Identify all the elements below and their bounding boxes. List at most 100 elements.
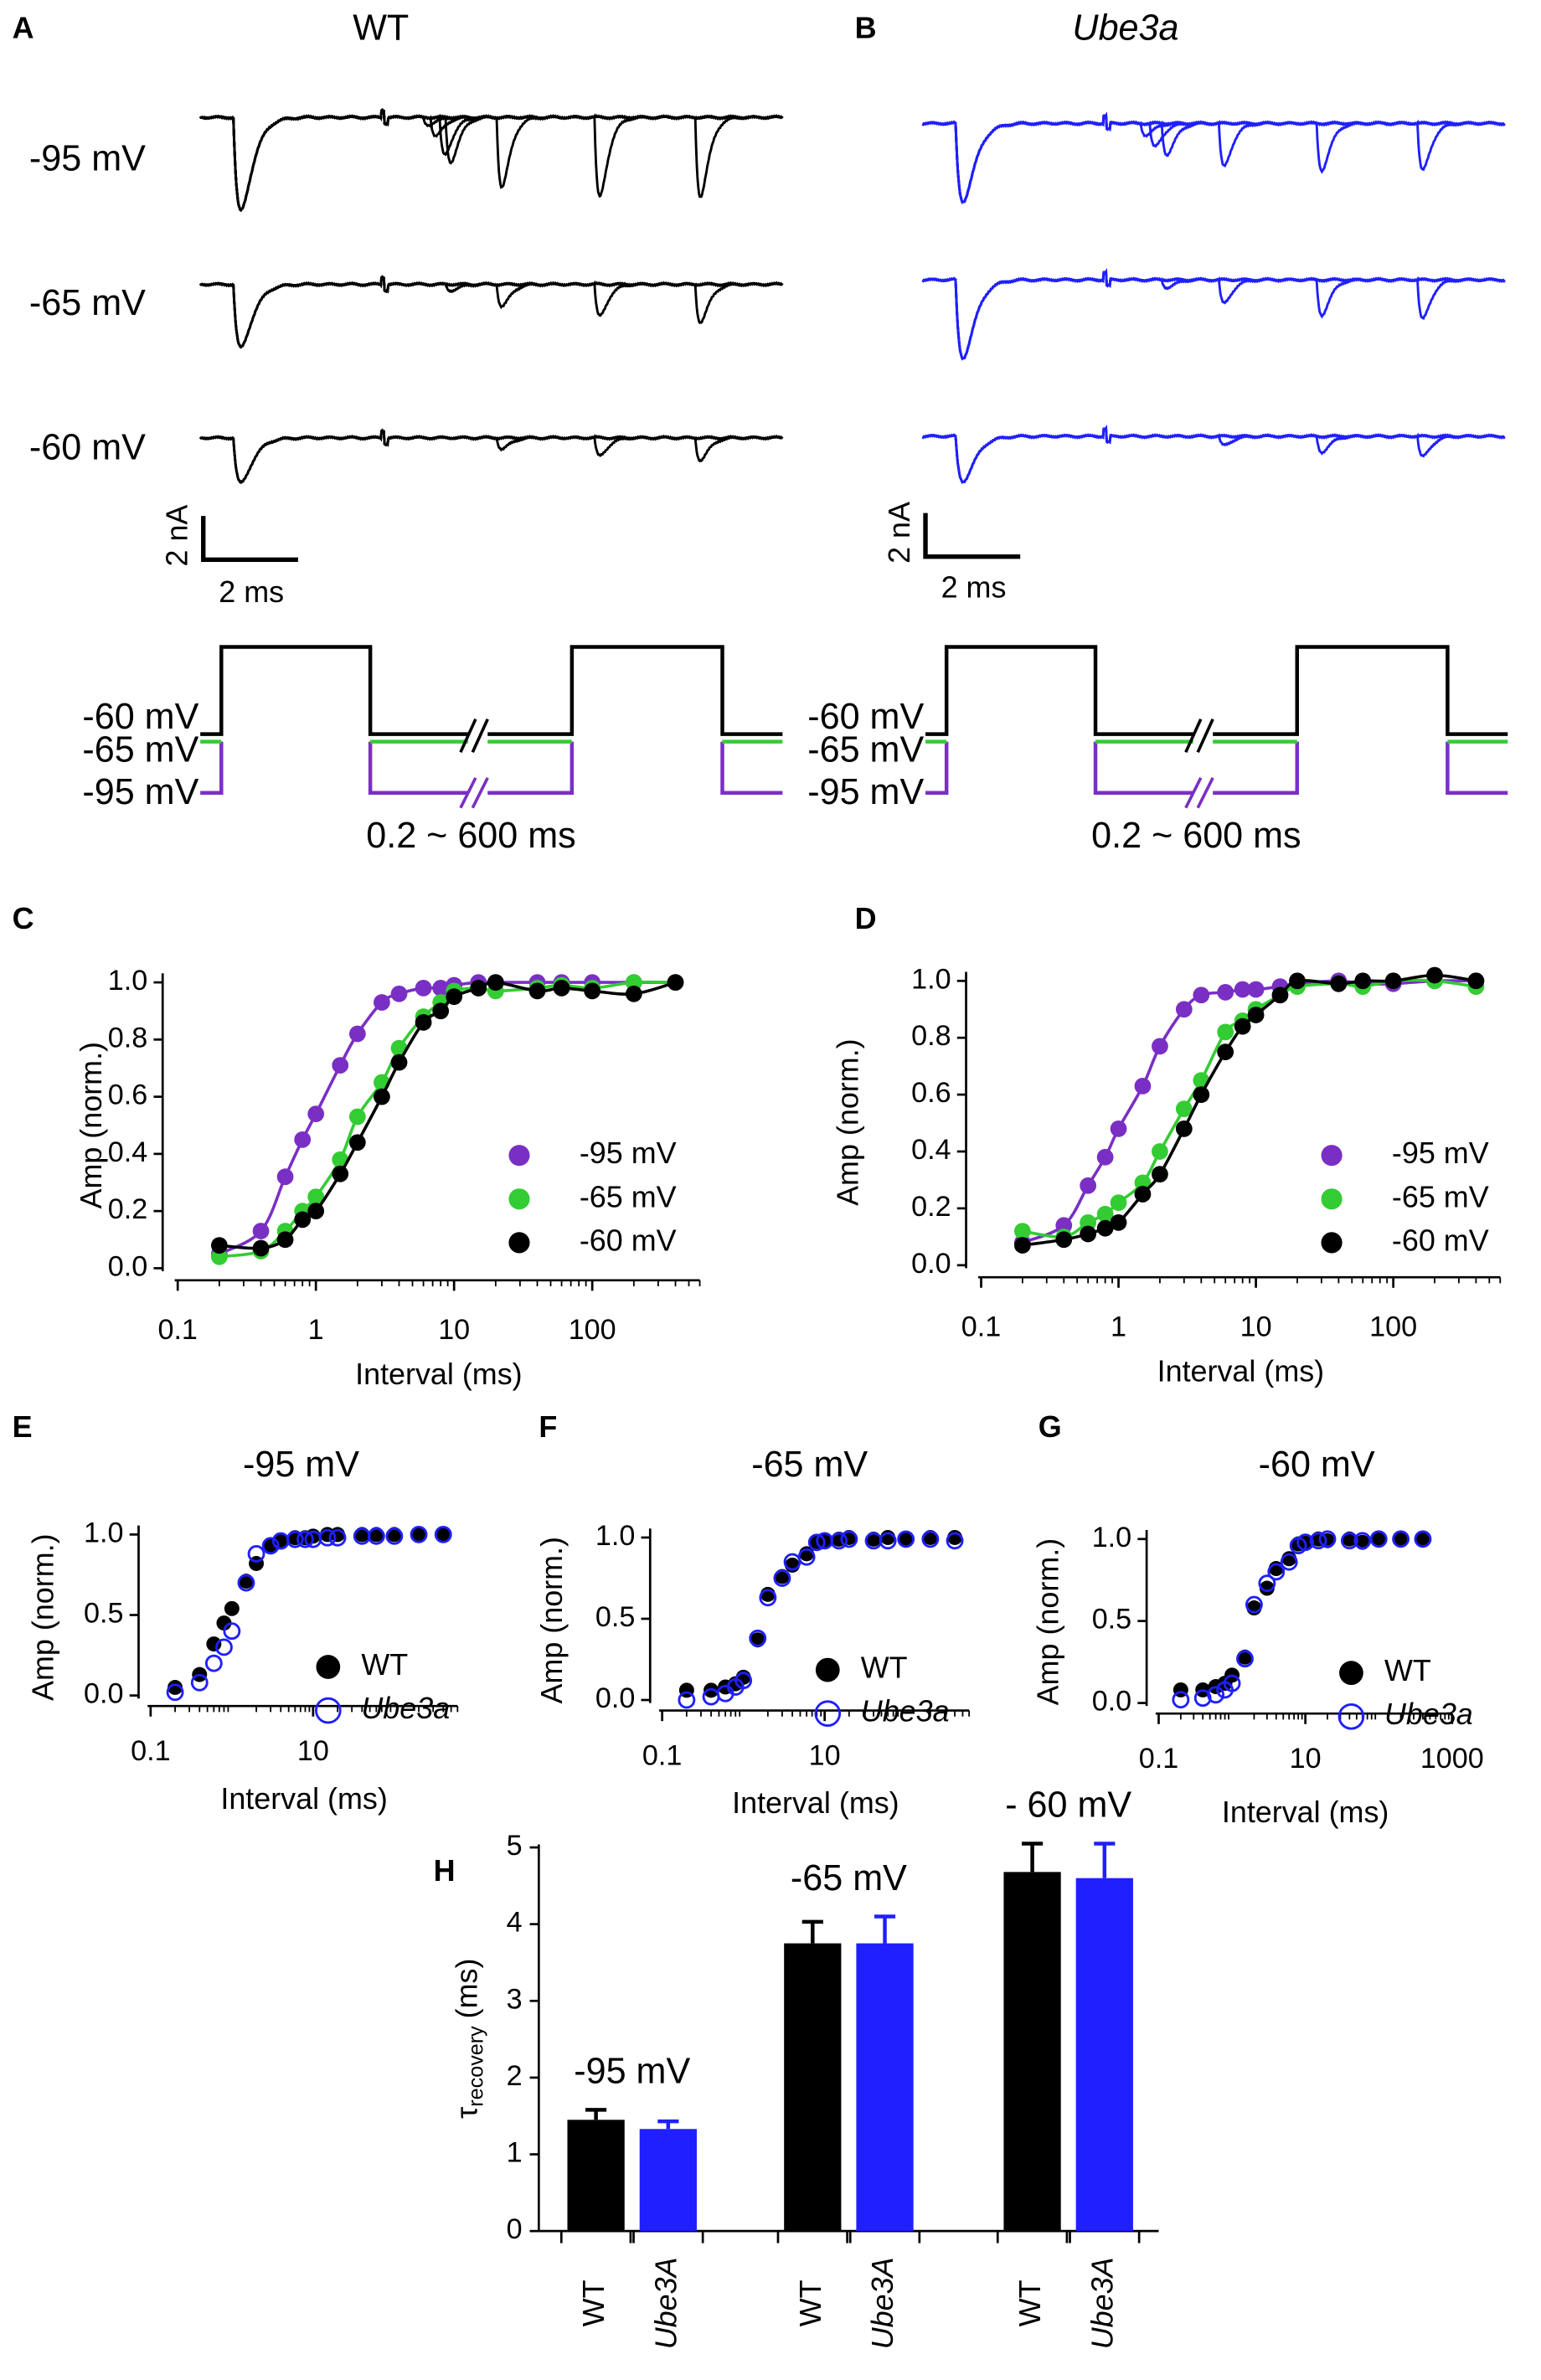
current-trace [198,108,784,213]
y-tick-label: 0.4 [911,1134,951,1166]
chart-title: -65 mV [751,1445,868,1485]
panel-letter: H [434,1853,456,1888]
data-point [374,994,390,1011]
interval-label: 0.2 ~ 600 ms [366,816,575,856]
y-axis-label: Amp (norm.) [1031,1538,1065,1706]
data-point [307,1105,325,1122]
x-tick-label: 1 [1111,1311,1126,1342]
protocol: -60 mV-65 mV-95 mV 0.2 ~ 600 ms [807,645,1508,856]
data-point [1134,1186,1152,1203]
x-tick-label: WT [1013,2280,1047,2326]
data-point [1080,1177,1097,1194]
data-point [286,1530,304,1548]
data-point [415,1013,432,1031]
data-point [332,1165,349,1182]
legend-marker [316,1655,341,1679]
data-point [1467,972,1485,990]
x-tick-label: WT [576,2280,611,2326]
data-point [898,1531,914,1547]
data-point [1193,1689,1212,1708]
data-point [528,982,546,1000]
data-point [276,1168,294,1186]
current-trace [198,428,784,484]
current-trace [921,425,1506,484]
data-point [584,982,601,1000]
data-point [840,1530,858,1548]
data-point [237,1574,255,1592]
x-tick-label: 0.1 [642,1739,682,1771]
y-axis-label: Amp (norm.) [534,1537,569,1704]
data-point [1369,1530,1388,1548]
current-trace [921,111,1506,204]
x-axis-label: Interval (ms) [220,1781,388,1816]
data-point [1134,1078,1152,1095]
panel-letter: E [13,1409,33,1444]
x-axis-label: Interval (ms) [1222,1795,1389,1829]
error-bar [874,1914,896,1944]
data-point [830,1532,848,1550]
legend-label: WT [1384,1653,1431,1687]
data-point [1175,1120,1193,1137]
data-point [410,1525,428,1543]
data-point [921,1530,940,1548]
data-point [436,1527,451,1543]
data-point [1426,966,1443,984]
legend-marker [1321,1232,1343,1254]
data-point [1258,1574,1276,1593]
y-tick-label: 0.5 [84,1598,123,1630]
data-point [318,1528,337,1547]
data-point [1014,1223,1031,1239]
scale-bar [923,513,1021,559]
data-point [166,1683,184,1702]
legend-marker [508,1145,530,1167]
legend-marker [1321,1145,1343,1167]
scale-label: 2 nA [159,505,193,567]
x-tick-label: 10 [438,1314,470,1346]
data-point [1175,1100,1193,1117]
x-tick-label: WT [793,2280,827,2326]
data-point [210,1248,228,1265]
data-point [1055,1231,1073,1249]
data-point [296,1530,314,1548]
data-point [897,1530,915,1548]
bar [1075,1878,1133,2232]
y-tick-label: 1.0 [84,1517,123,1548]
data-point [411,1527,427,1543]
data-point [470,980,487,997]
data-point [332,1057,349,1074]
data-point [1247,1007,1265,1023]
protocol-line [200,741,783,795]
row-label: -65 mV [29,283,146,323]
y-tick-label: 0.6 [108,1079,147,1111]
data-point [1014,1237,1031,1254]
panel-letter: G [1038,1409,1062,1444]
panel-letter: F [539,1409,557,1444]
legend-label: -65 mV [580,1179,677,1213]
protocol-line [200,645,783,736]
y-label-unit: (ms) [450,1959,484,2019]
data-point [1134,1174,1152,1192]
data-point [261,1537,280,1555]
data-point [1175,1001,1193,1018]
data-point [734,1672,753,1690]
scale-label: 2 nA [882,502,916,564]
data-point [434,1525,452,1543]
protocol: -60 mV-65 mV-95 mV 0.2 ~ 600 ms [82,645,783,856]
data-point [1259,1580,1275,1596]
data-point [1080,1214,1097,1231]
y-tick-label: 0.0 [911,1248,951,1280]
data-point [390,1053,408,1071]
y-tick-label: 1.0 [595,1520,635,1552]
y-tick-label: 0.6 [911,1077,951,1109]
data-point [1096,1219,1114,1237]
error-bar [801,1919,823,1944]
x-tick-label: 0.1 [157,1314,197,1346]
y-tick-label: 3 [507,1983,523,2015]
bar [1003,1872,1061,2232]
level-label: -95 mV [807,772,924,812]
y-tick-label: 0.4 [108,1136,147,1168]
scale-label: 2 ms [941,570,1007,605]
data-point [1110,1214,1127,1231]
data-point [374,1088,390,1105]
x-tick-label: 1 [308,1314,324,1346]
